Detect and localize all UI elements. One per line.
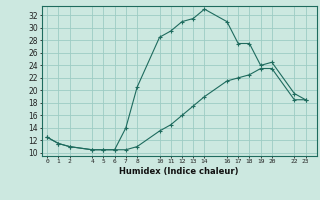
- X-axis label: Humidex (Indice chaleur): Humidex (Indice chaleur): [119, 167, 239, 176]
